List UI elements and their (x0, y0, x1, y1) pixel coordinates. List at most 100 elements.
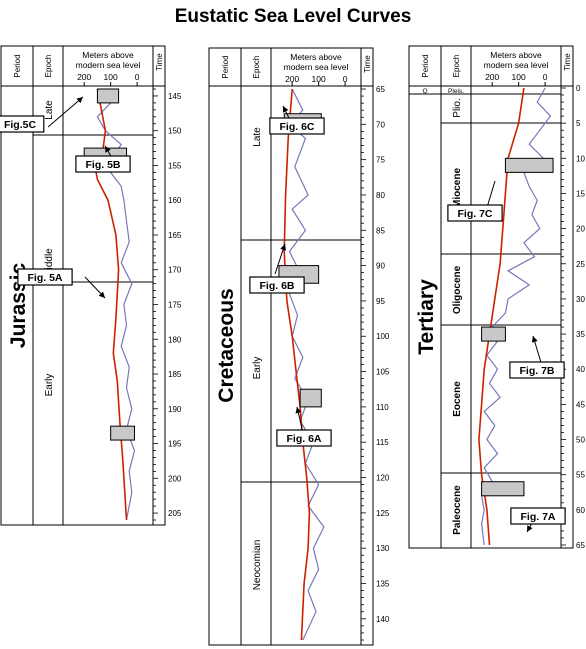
callout-box (276, 429, 332, 447)
time-tick-label: 125 (376, 509, 390, 518)
epoch-label: Late (252, 127, 263, 147)
time-tick-label: 145 (168, 92, 182, 101)
time-tick-label: 185 (168, 370, 182, 379)
epoch-label: Miocene (452, 168, 463, 208)
time-tick-label: 50 (576, 436, 585, 445)
meters-header: Meters above (290, 52, 342, 62)
time-tick-label: 190 (168, 405, 182, 414)
callout-label: Fig. 6C (279, 121, 314, 133)
epoch-header: Epoch (252, 56, 261, 79)
period-header: Period (221, 55, 230, 78)
meters-header-2: modern sea level (284, 62, 349, 72)
meters-header-2: modern sea level (76, 60, 141, 70)
callout-arrowhead (531, 336, 538, 343)
time-tick-label: 70 (376, 120, 385, 129)
callout-box (509, 361, 565, 379)
time-tick-label: 175 (168, 301, 182, 310)
meter-tick-label: 100 (312, 74, 326, 84)
time-tick-label: 30 (576, 295, 585, 304)
time-tick-label: 10 (576, 154, 585, 163)
figure-box (96, 88, 120, 104)
callout-label: Fig. 7A (520, 511, 555, 523)
time-tick-label: 65 (576, 541, 585, 550)
long-term-curve (283, 88, 311, 641)
epoch-label: Middle (44, 248, 55, 278)
time-tick-label: 35 (576, 330, 585, 339)
time-tick-label: 115 (376, 438, 389, 447)
callout-label: Fig. 6B (259, 280, 294, 292)
callout-label: Fig. 7C (457, 208, 492, 220)
callout-box (0, 115, 45, 133)
time-tick-label: 5 (576, 119, 581, 128)
time-tick-label: 85 (376, 226, 385, 235)
epoch-header: Epoch (452, 55, 461, 78)
time-tick-label: 25 (576, 260, 585, 269)
callout-label: Fig. 7B (519, 365, 554, 377)
meter-tick-label: 0 (135, 72, 140, 82)
figure-box (299, 388, 322, 408)
period-header: Period (421, 54, 430, 77)
time-tick-label: 40 (576, 365, 585, 374)
epoch-label: Late (44, 100, 55, 120)
callout-label: Fig.5C (4, 119, 37, 131)
figure-title: Eustatic Sea Level Curves (175, 6, 412, 27)
figure-box (481, 481, 525, 497)
callout-arrowhead (280, 244, 286, 251)
meter-tick-label: 0 (543, 72, 548, 82)
callout-arrowhead (105, 146, 111, 153)
time-tick-label: 65 (376, 85, 385, 94)
meters-header: Meters above (82, 50, 134, 60)
epoch-label: Paleocene (452, 485, 463, 535)
callout-arrow (47, 96, 84, 128)
time-tick-label: 205 (168, 509, 182, 518)
time-tick-label: 150 (168, 127, 182, 136)
time-tick-label: 155 (168, 161, 182, 170)
time-tick-label: 180 (168, 335, 182, 344)
meter-tick-label: 200 (285, 74, 299, 84)
meter-tick-label: 100 (512, 72, 526, 82)
meter-tick-label: 200 (485, 72, 499, 82)
meter-tick-label: 200 (77, 72, 91, 82)
callout-arrowhead (295, 407, 302, 414)
time-tick-label: 60 (576, 506, 585, 515)
figure-box (481, 326, 506, 342)
time-tick-label: 140 (376, 615, 390, 624)
callout-box (269, 117, 325, 135)
meters-header: Meters above (490, 50, 542, 60)
callout-box (510, 507, 566, 525)
time-tick-label: 160 (168, 196, 182, 205)
time-tick-label: 90 (376, 262, 385, 271)
callout-label: Fig. 5A (27, 272, 62, 284)
callout-box (17, 268, 73, 286)
callout-label: Fig. 6A (286, 433, 321, 445)
epoch-label: Early (252, 357, 263, 380)
time-tick-label: 200 (168, 474, 182, 483)
callout-box (249, 276, 305, 294)
time-tick-label: 170 (168, 266, 182, 275)
time-tick-label: 15 (576, 189, 585, 198)
epoch-label: Eocene (452, 381, 463, 417)
time-tick-label: 135 (376, 579, 390, 588)
time-tick-label: 0 (576, 84, 581, 93)
time-tick-label: 75 (376, 156, 385, 165)
epoch-label: Neocomian (252, 540, 263, 591)
callout-box (447, 204, 503, 222)
time-tick-label: 80 (376, 191, 385, 200)
figure-box (110, 425, 135, 441)
time-tick-label: 195 (168, 440, 182, 449)
period-header: Period (13, 54, 22, 77)
meters-header-2: modern sea level (484, 60, 549, 70)
callout-box (75, 155, 131, 173)
time-tick-label: 120 (376, 474, 390, 483)
period-label: Cretaceous (215, 288, 238, 402)
time-tick-label: 45 (576, 400, 585, 409)
time-tick-label: 105 (376, 368, 390, 377)
epoch-header: Epoch (44, 55, 53, 78)
epoch-label-pleis: Pleis. (448, 88, 464, 95)
period-label: Tertiary (415, 279, 438, 355)
